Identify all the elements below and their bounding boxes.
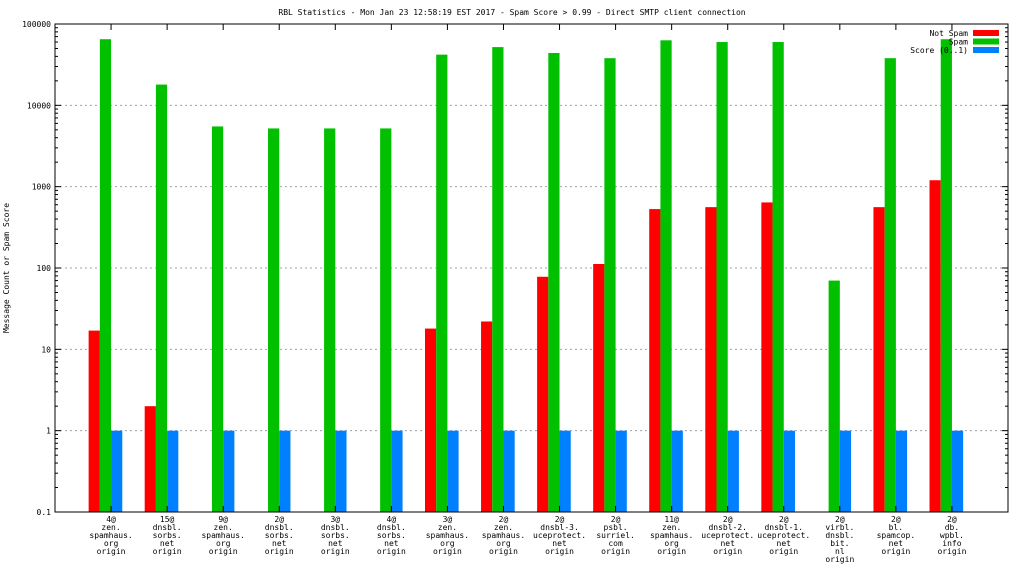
bar-spam — [772, 42, 784, 512]
x-tick-label: 2@ db. wpbl. info origin — [937, 515, 966, 556]
chart-title: RBL Statistics - Mon Jan 23 12:58:19 EST… — [278, 8, 745, 17]
bar-score — [783, 430, 795, 512]
x-tick-label: 11@ zen. spamhaus. org origin — [650, 515, 693, 556]
bar-score — [111, 430, 123, 512]
bar-not-spam — [537, 276, 549, 512]
bar-not-spam — [144, 406, 156, 512]
bar-score — [727, 430, 739, 512]
x-tick-label: 2@ psbl. surriel. com origin — [596, 515, 635, 556]
y-tick-label: 10 — [41, 345, 51, 354]
legend-spam-label: Spam — [949, 38, 968, 47]
x-tick-label: 4@ dnsbl. sorbs. net origin — [377, 515, 406, 556]
x-tick-label: 4@ zen. spamhaus. org origin — [89, 515, 132, 556]
x-tick-label: 2@ dnsbl-1. uceprotect. net origin — [757, 515, 810, 556]
x-tick-label: 2@ virbl. dnsbl. bit. nl origin — [825, 515, 854, 564]
bar-spam — [604, 58, 616, 512]
bar-spam — [884, 58, 896, 512]
x-tick-label: 3@ dnsbl. sorbs. net origin — [321, 515, 350, 556]
bar-score — [335, 430, 347, 512]
y-axis-ticks: 0.1 1 10 100 1000 10000 100000 — [22, 20, 1008, 517]
bar-not-spam — [481, 321, 493, 512]
bar-score — [503, 430, 515, 512]
x-tick-label: 3@ zen. spamhaus. org origin — [426, 515, 469, 556]
legend-not-spam-swatch — [973, 30, 999, 36]
bar-spam — [155, 84, 168, 512]
bar-score — [223, 430, 235, 512]
bar-score — [839, 430, 852, 512]
bar-spam — [548, 52, 560, 513]
bar-score — [671, 430, 683, 512]
bar-not-spam — [929, 180, 941, 512]
bar-spam — [660, 40, 672, 512]
bar-not-spam — [593, 263, 605, 512]
y-tick-label: 100000 — [22, 20, 51, 29]
bar-score — [895, 430, 908, 512]
bar-not-spam — [649, 209, 661, 512]
x-tick-label: 2@ bl. spamcop. net origin — [877, 515, 916, 556]
bar-spam — [492, 47, 504, 513]
bar-spam — [940, 39, 952, 513]
bar-spam — [268, 128, 280, 512]
x-axis-ticks: 4@ zen. spamhaus. org origin 15@ dnsbl. sorbs. n… — [89, 24, 967, 564]
bar-not-spam — [873, 207, 885, 512]
bar-score — [559, 430, 571, 512]
bars — [88, 39, 964, 513]
bar-score — [615, 430, 627, 512]
y-tick-label: 100 — [37, 264, 52, 273]
bar-spam — [324, 128, 336, 512]
bar-score — [167, 430, 179, 512]
legend-not-spam-label: Not Spam — [929, 29, 968, 38]
bar-score — [447, 430, 459, 512]
bar-spam — [380, 128, 392, 512]
bar-not-spam — [424, 328, 437, 512]
legend-score-swatch — [973, 47, 999, 53]
y-tick-label: 0.1 — [37, 508, 52, 517]
y-tick-label: 1000 — [32, 183, 51, 192]
bar-not-spam — [761, 202, 773, 512]
grid-lines — [55, 104, 1008, 432]
x-tick-label: 9@ zen. spamhaus. org origin — [201, 515, 244, 556]
x-tick-label: 2@ dnsbl-3. uceprotect. net origin — [533, 515, 586, 556]
bar-spam — [99, 39, 112, 513]
bar-not-spam — [88, 330, 100, 512]
bar-score — [951, 430, 964, 512]
bar-score — [391, 430, 403, 512]
x-tick-label: 2@ dnsbl. sorbs. net origin — [265, 515, 294, 556]
legend-score-label: Score (0..1) — [910, 46, 968, 55]
x-tick-label: 2@ zen. spamhaus. org origin — [482, 515, 525, 556]
bar-not-spam — [705, 207, 717, 512]
bar-spam — [716, 42, 728, 512]
y-axis-label: Message Count or Spam Score — [2, 203, 11, 333]
legend-spam-swatch — [973, 38, 999, 45]
bar-spam — [211, 126, 224, 512]
bar-spam — [828, 280, 840, 512]
y-tick-label: 10000 — [27, 101, 51, 110]
x-tick-label: 2@ dnsbl-2. uceprotect. net origin — [701, 515, 754, 556]
bar-score — [279, 430, 291, 512]
x-tick-label: 15@ dnsbl. sorbs. net origin — [153, 515, 182, 556]
y-tick-label: 1 — [46, 427, 51, 436]
bar-spam — [436, 54, 448, 512]
